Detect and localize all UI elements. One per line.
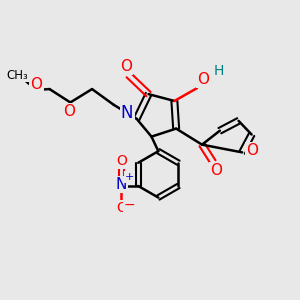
- Text: O: O: [116, 154, 127, 168]
- Text: O: O: [246, 143, 258, 158]
- Text: N: N: [116, 177, 127, 192]
- Text: O: O: [31, 76, 43, 92]
- Text: O: O: [197, 72, 209, 87]
- Text: N: N: [121, 104, 134, 122]
- Text: −: −: [124, 198, 135, 212]
- Text: O: O: [210, 163, 222, 178]
- Text: +: +: [124, 172, 134, 182]
- Text: CH₃: CH₃: [7, 69, 28, 82]
- Text: O: O: [120, 59, 132, 74]
- Text: H: H: [213, 64, 224, 78]
- Text: O: O: [116, 201, 127, 215]
- Text: O: O: [63, 104, 75, 119]
